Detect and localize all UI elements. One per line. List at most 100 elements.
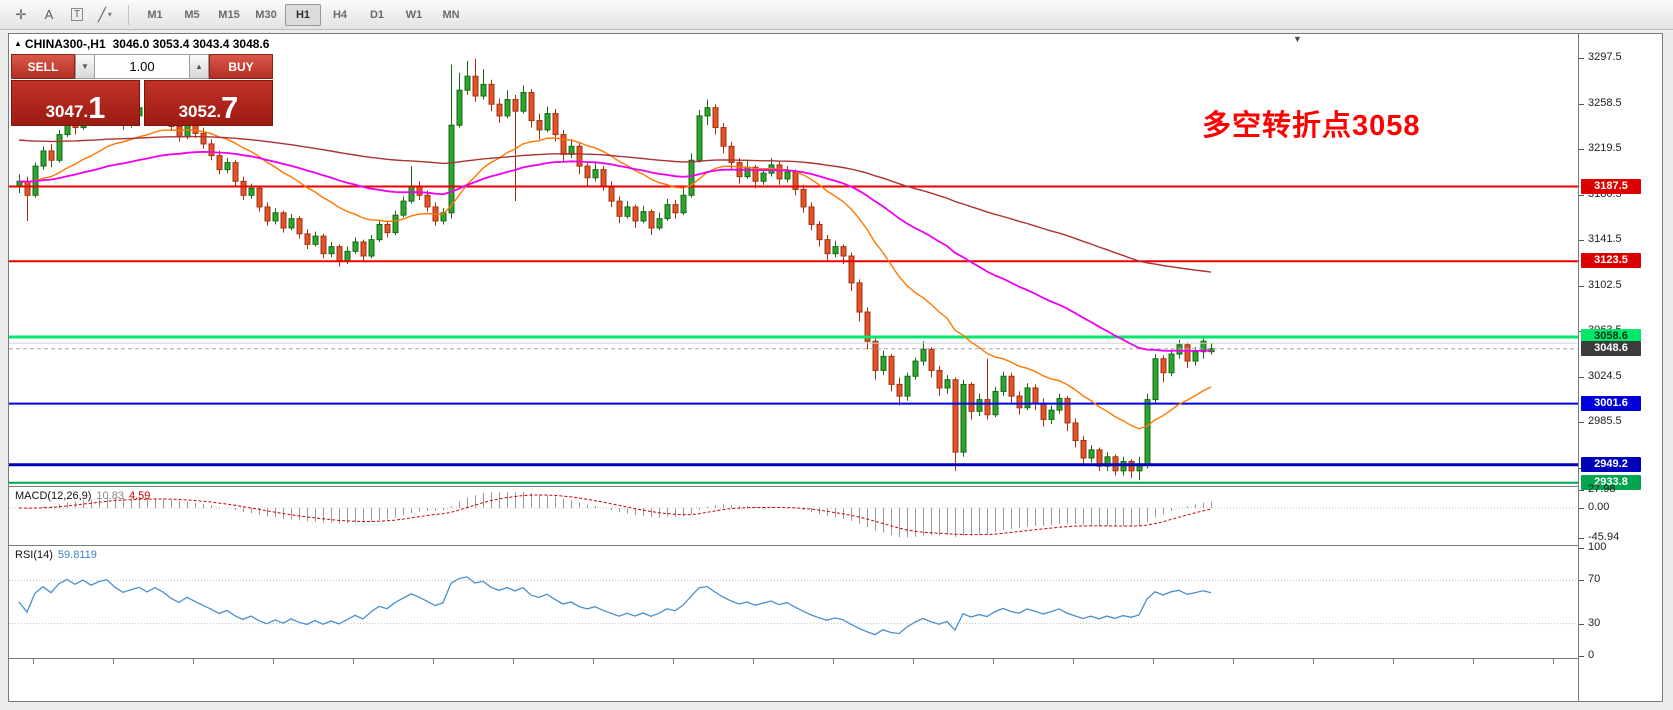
timeframe-h4[interactable]: H4 <box>332 8 348 21</box>
rsi-tick-mark <box>1579 656 1584 657</box>
timeframe-mn[interactable]: MN <box>442 8 460 21</box>
price-line-badge[interactable]: 3001.6 <box>1581 395 1641 411</box>
rsi-label-row: RSI(14) 59.8119 <box>15 549 97 561</box>
drawing-tool-group: ✛ A T ╱ ▾ <box>8 3 120 27</box>
price-tick-label: 3102.5 <box>1588 278 1622 291</box>
macd-tick-mark <box>1579 490 1584 491</box>
chart-title: ▲ CHINA300-,H1 3046.0 3053.4 3043.4 3048.6 <box>14 37 269 51</box>
crosshair-icon[interactable]: ✛ <box>15 6 27 22</box>
macd-tick-mark <box>1579 537 1584 539</box>
time-tick-mark <box>833 659 834 664</box>
rsi-label: RSI(14) <box>15 549 53 561</box>
one-click-trading-panel: SELL ▼ 1.00 ▲ BUY 3047. 1 3052. 7 <box>11 54 273 126</box>
macd-tick-label: 27.98 <box>1588 483 1616 495</box>
timeframe-m5[interactable]: M5 <box>184 8 200 21</box>
volume-input[interactable]: 1.00 <box>94 54 190 79</box>
panel-splitter[interactable] <box>9 486 1662 487</box>
price-tick-label: 3297.5 <box>1588 51 1622 64</box>
price-tick-label: 3258.5 <box>1588 96 1622 109</box>
hlines-layer <box>9 185 1578 484</box>
macd-tick-label: 0.00 <box>1588 501 1610 513</box>
timeframe-group: M1 M5 M15 M30 H1 H4 D1 W1 MN <box>137 3 470 26</box>
time-tick-mark <box>1233 659 1234 664</box>
time-tick-mark <box>913 659 914 664</box>
price-line-badge[interactable]: 3048.6 <box>1581 340 1641 356</box>
time-tick-mark <box>753 659 754 664</box>
sell-button[interactable]: SELL <box>11 54 75 79</box>
chart-shift-marker-icon[interactable]: ▼ <box>1293 34 1302 44</box>
rsi-indicator-chart[interactable] <box>9 546 1578 658</box>
chart-window: 3297.53258.53219.53180.53141.53102.53063… <box>8 33 1663 702</box>
price-line-badge[interactable]: 3187.5 <box>1581 178 1641 194</box>
panel-splitter[interactable] <box>9 545 1662 546</box>
time-tick-mark <box>273 659 274 664</box>
time-tick-mark <box>113 659 114 664</box>
timeframe-w1[interactable]: W1 <box>405 8 423 21</box>
time-tick-mark <box>433 659 434 664</box>
rsi-tick-mark <box>1579 580 1584 582</box>
price-tick-label: 3219.5 <box>1588 142 1622 155</box>
timeframe-m1[interactable]: M1 <box>147 8 163 21</box>
time-tick-mark <box>993 659 994 664</box>
price-tick-label: 3024.5 <box>1588 369 1622 382</box>
cycle-lines-icon[interactable]: ╱ ▾ <box>98 6 112 22</box>
time-tick-mark <box>1073 659 1074 664</box>
timeframe-d1[interactable]: D1 <box>369 8 385 21</box>
price-tick-label: 2985.5 <box>1588 415 1622 428</box>
main-price-chart[interactable] <box>9 34 1578 486</box>
time-tick-mark <box>1553 659 1554 664</box>
panel-splitter[interactable] <box>9 658 1662 659</box>
time-tick-mark <box>353 659 354 664</box>
time-axis[interactable] <box>9 659 1578 701</box>
price-tick-mark <box>1579 285 1584 287</box>
price-line-badge[interactable]: 2949.2 <box>1581 456 1641 472</box>
chart-symbol-label: CHINA300-,H1 <box>24 37 106 51</box>
rsi-tick-label: 100 <box>1588 541 1607 553</box>
price-tick-mark <box>1579 240 1584 242</box>
price-tick-mark <box>1579 58 1584 60</box>
toolbar-separator <box>128 4 129 25</box>
timeframe-m30[interactable]: M30 <box>255 8 277 21</box>
volume-increment-button[interactable]: ▲ <box>190 54 209 79</box>
time-tick-mark <box>593 659 594 664</box>
rsi-tick-label: 70 <box>1588 573 1601 586</box>
rsi-tick-mark <box>1579 623 1584 625</box>
timeframe-h1[interactable]: H1 <box>285 3 321 26</box>
time-tick-mark <box>673 659 674 664</box>
price-line-badge[interactable]: 2933.8 <box>1581 474 1641 490</box>
macd-indicator-chart[interactable] <box>9 487 1578 545</box>
rsi-tick-mark <box>1579 548 1584 549</box>
dropdown-caret-icon: ▾ <box>107 10 112 19</box>
window-collapse-icon[interactable]: ▲ <box>14 39 22 48</box>
price-tick-mark <box>1579 103 1584 105</box>
price-line-badge[interactable]: 3123.5 <box>1581 253 1641 269</box>
macd-label-row: MACD(12,26,9) 10.83 4.59 <box>15 490 150 502</box>
text-box-icon[interactable]: T <box>64 3 90 27</box>
volume-decrement-button[interactable]: ▼ <box>75 54 94 79</box>
buy-button[interactable]: BUY <box>209 54 273 79</box>
text-label-icon[interactable]: A <box>44 7 54 22</box>
price-tick-label: 3141.5 <box>1588 233 1622 246</box>
macd-label: MACD(12,26,9) <box>15 490 92 502</box>
time-tick-mark <box>1473 659 1474 664</box>
ask-price-main: 3052. <box>178 102 222 121</box>
price-tick-mark <box>1579 149 1584 151</box>
macd-signal-value: 4.59 <box>128 490 151 502</box>
rsi-tick-label: 30 <box>1588 616 1601 629</box>
toolbar: ✛ A T ╱ ▾ M1 M5 M15 M30 H1 H4 D1 W1 MN <box>0 0 1673 30</box>
ask-price-pips: 7 <box>221 90 239 125</box>
macd-signal-line <box>18 494 1212 536</box>
ask-price-display[interactable]: 3052. 7 <box>144 80 273 126</box>
timeframe-m15[interactable]: M15 <box>218 8 240 21</box>
time-tick-mark <box>513 659 514 664</box>
macd-tick-label: -45.94 <box>1588 530 1620 543</box>
price-axis[interactable]: 3297.53258.53219.53180.53141.53102.53063… <box>1578 34 1662 701</box>
chart-annotation-text: 多空转折点3058 <box>1202 110 1421 142</box>
price-line-badge[interactable]: 3058.6 <box>1581 329 1641 345</box>
bid-price-display[interactable]: 3047. 1 <box>11 80 140 126</box>
price-tick-mark <box>1579 194 1584 196</box>
time-tick-mark <box>1393 659 1394 664</box>
chart-ohlc-values: 3046.0 3053.4 3043.4 3048.6 <box>112 37 270 51</box>
bid-price-pips: 1 <box>88 90 106 125</box>
